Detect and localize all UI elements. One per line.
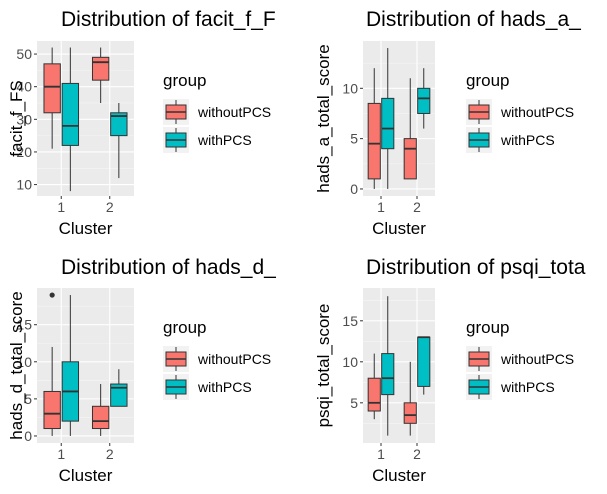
legend-label: withPCS <box>197 132 252 148</box>
box-withoutPCS-cluster-1 <box>367 68 381 189</box>
x-tick-label: 1 <box>57 199 65 215</box>
box-withoutPCS-cluster-1 <box>43 47 61 149</box>
y-tick-label: 5 <box>350 131 358 147</box>
y-axis-title: hads_d_total_score <box>7 291 26 439</box>
y-tick-label: 0 <box>350 181 358 197</box>
y-tick-label: 20 <box>16 144 32 160</box>
box-withoutPCS-cluster-2 <box>403 78 417 180</box>
box-iqr <box>61 82 80 146</box>
legend: group withoutPCS withPCS <box>163 71 271 153</box>
y-tick-label: 40 <box>16 79 32 95</box>
box-withoutPCS-cluster-1 <box>367 353 381 420</box>
chart-panel-2: 0 5 10 1 2 Cluster hads_a_total_score Distribut… <box>314 8 581 238</box>
chart-title: Distribution of psqi_tota <box>366 256 586 279</box>
y-tick-label: 15 <box>16 317 32 333</box>
box-iqr <box>367 377 381 412</box>
box-withoutPCS-cluster-1 <box>43 292 61 436</box>
legend-key-withPCS <box>163 127 189 153</box>
box-withoutPCS-cluster-2 <box>91 47 110 103</box>
box-iqr <box>367 102 381 180</box>
y-tick-label: 5 <box>350 395 358 411</box>
y-axis-title: facit_f_FS <box>7 80 26 157</box>
y-tick-label: 15 <box>342 313 358 329</box>
box-iqr <box>403 402 417 424</box>
x-tick-label: 1 <box>57 446 65 462</box>
x-axis-title: Cluster <box>59 219 113 238</box>
outlier-point <box>49 292 55 298</box>
legend-label: withoutPCS <box>197 351 271 367</box>
box-iqr <box>381 97 395 150</box>
box-withPCS-cluster-2 <box>110 103 128 179</box>
legend-key-withoutPCS <box>163 99 189 125</box>
box-iqr <box>43 390 61 430</box>
legend-label: withPCS <box>197 379 252 395</box>
chart-panel-1: 10 20 30 40 50 1 2 Cluster facit_f_FS Distributio… <box>7 8 276 238</box>
box-iqr <box>43 63 61 114</box>
box-withoutPCS-cluster-2 <box>403 361 417 436</box>
legend-title: group <box>163 318 206 337</box>
box-withPCS-cluster-2 <box>417 336 431 395</box>
box-iqr <box>381 353 395 396</box>
box-iqr <box>417 336 431 387</box>
legend-title: group <box>466 71 509 90</box>
box-withPCS-cluster-1 <box>61 47 80 192</box>
box-iqr <box>417 87 431 114</box>
box-withPCS-cluster-1 <box>381 48 395 189</box>
legend-label: withoutPCS <box>500 351 574 367</box>
legend: group withoutPCS withPCS <box>466 318 574 400</box>
x-tick-label: 2 <box>413 199 421 215</box>
legend-title: group <box>163 71 206 90</box>
legend-key-withoutPCS <box>466 99 492 125</box>
y-tick-label: 10 <box>16 177 32 193</box>
y-tick-label: 10 <box>342 354 358 370</box>
box-withPCS-cluster-2 <box>417 68 431 129</box>
legend: group withoutPCS withPCS <box>466 71 574 153</box>
box-iqr <box>91 56 110 81</box>
legend-key-withPCS <box>163 374 189 400</box>
chart-panel-4: 5 10 15 1 2 Cluster psqi_total_score Distributi… <box>314 256 586 485</box>
y-tick-label: 10 <box>16 354 32 370</box>
legend: group withoutPCS withPCS <box>163 318 271 400</box>
chart-title: Distribution of hads_a_ <box>366 8 581 31</box>
legend-key-withoutPCS <box>163 346 189 372</box>
legend-key-withPCS <box>466 127 492 153</box>
box-iqr <box>110 112 128 137</box>
y-axis-title: psqi_total_score <box>314 304 333 428</box>
x-axis-title: Cluster <box>372 466 426 485</box>
x-axis-title: Cluster <box>372 219 426 238</box>
y-tick-label: 30 <box>16 111 32 127</box>
x-tick-label: 2 <box>413 446 421 462</box>
chart-title: Distribution of hads_d_ <box>61 256 276 279</box>
box-withPCS-cluster-1 <box>61 295 80 436</box>
x-tick-label: 2 <box>106 446 114 462</box>
legend-label: withPCS <box>500 379 555 395</box>
chart-title: Distribution of facit_f_F <box>61 8 276 31</box>
box-iqr <box>110 383 128 407</box>
x-tick-label: 1 <box>377 199 385 215</box>
legend-label: withoutPCS <box>500 104 574 120</box>
box-withoutPCS-cluster-2 <box>91 384 110 436</box>
legend-label: withoutPCS <box>197 104 271 120</box>
x-tick-label: 2 <box>106 199 114 215</box>
legend-label: withPCS <box>500 132 555 148</box>
legend-title: group <box>466 318 509 337</box>
box-withPCS-cluster-1 <box>381 296 395 436</box>
legend-key-withoutPCS <box>466 346 492 372</box>
x-tick-label: 1 <box>377 446 385 462</box>
chart-panel-3: 0 5 10 15 1 2 Cluster hads_d_total_score Distrib… <box>7 256 276 485</box>
y-tick-label: 10 <box>342 80 358 96</box>
legend-key-withPCS <box>466 374 492 400</box>
y-axis-title: hads_a_total_score <box>314 44 333 192</box>
box-withPCS-cluster-2 <box>110 369 128 407</box>
y-tick-label: 5 <box>24 391 32 407</box>
x-axis-title: Cluster <box>59 466 113 485</box>
box-iqr <box>403 138 417 180</box>
box-iqr <box>91 405 110 430</box>
y-tick-label: 50 <box>16 46 32 62</box>
y-tick-label: 0 <box>24 428 32 444</box>
